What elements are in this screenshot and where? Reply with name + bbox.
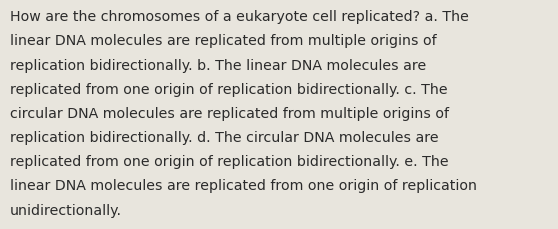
Text: replication bidirectionally. d. The circular DNA molecules are: replication bidirectionally. d. The circ…: [10, 131, 439, 144]
Text: replicated from one origin of replication bidirectionally. c. The: replicated from one origin of replicatio…: [10, 82, 448, 96]
Text: unidirectionally.: unidirectionally.: [10, 203, 122, 217]
Text: linear DNA molecules are replicated from multiple origins of: linear DNA molecules are replicated from…: [10, 34, 437, 48]
Text: circular DNA molecules are replicated from multiple origins of: circular DNA molecules are replicated fr…: [10, 106, 449, 120]
Text: linear DNA molecules are replicated from one origin of replication: linear DNA molecules are replicated from…: [10, 179, 477, 193]
Text: replicated from one origin of replication bidirectionally. e. The: replicated from one origin of replicatio…: [10, 155, 449, 169]
Text: How are the chromosomes of a eukaryote cell replicated? a. The: How are the chromosomes of a eukaryote c…: [10, 10, 469, 24]
Text: replication bidirectionally. b. The linear DNA molecules are: replication bidirectionally. b. The line…: [10, 58, 426, 72]
